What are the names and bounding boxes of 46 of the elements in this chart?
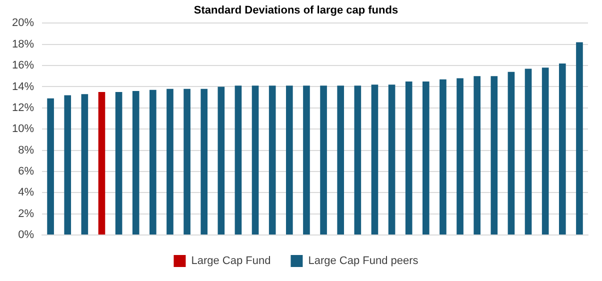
y-tick-label: 0% [18, 229, 34, 242]
bar [490, 76, 498, 234]
y-tick-label: 2% [18, 208, 34, 220]
bar [234, 86, 242, 234]
y-tick-label: 6% [18, 165, 34, 178]
bar [405, 81, 412, 234]
bar [184, 88, 190, 234]
bar [200, 88, 208, 234]
bar [388, 84, 396, 234]
bar [354, 86, 362, 234]
legend-label: Large Cap Fund peers [308, 255, 419, 268]
bar [558, 63, 566, 234]
bar [150, 90, 156, 234]
y-tick-label: 18% [12, 38, 34, 50]
bar [456, 78, 464, 234]
chart-title: Standard Deviations of large cap funds [194, 4, 398, 17]
bar [542, 68, 549, 234]
legend-label: Large Cap Fund [191, 255, 271, 268]
bar [524, 68, 532, 234]
bar [474, 76, 481, 234]
bar [132, 90, 140, 234]
bar [47, 98, 54, 234]
y-tick-label: 14% [12, 80, 34, 93]
bar [81, 94, 88, 234]
bar [320, 86, 327, 234]
y-tick-label: 4% [18, 186, 34, 199]
bar [422, 81, 430, 234]
bar [115, 92, 122, 234]
y-tick-label: 12% [12, 102, 34, 114]
bar [371, 84, 378, 234]
bar [286, 86, 293, 234]
bar [576, 42, 583, 234]
bar [98, 92, 106, 234]
y-tick-label: 16% [12, 60, 34, 72]
bar [440, 79, 446, 234]
bar [303, 86, 310, 234]
y-tick-label: 20% [12, 17, 34, 30]
bar [508, 72, 515, 234]
bar [252, 86, 259, 234]
bar [64, 95, 72, 234]
bar [337, 86, 344, 234]
y-tick-label: 10% [12, 123, 34, 136]
bar [166, 88, 174, 234]
bar [268, 86, 276, 234]
bar [218, 86, 225, 234]
y-tick-label: 8% [18, 144, 34, 156]
